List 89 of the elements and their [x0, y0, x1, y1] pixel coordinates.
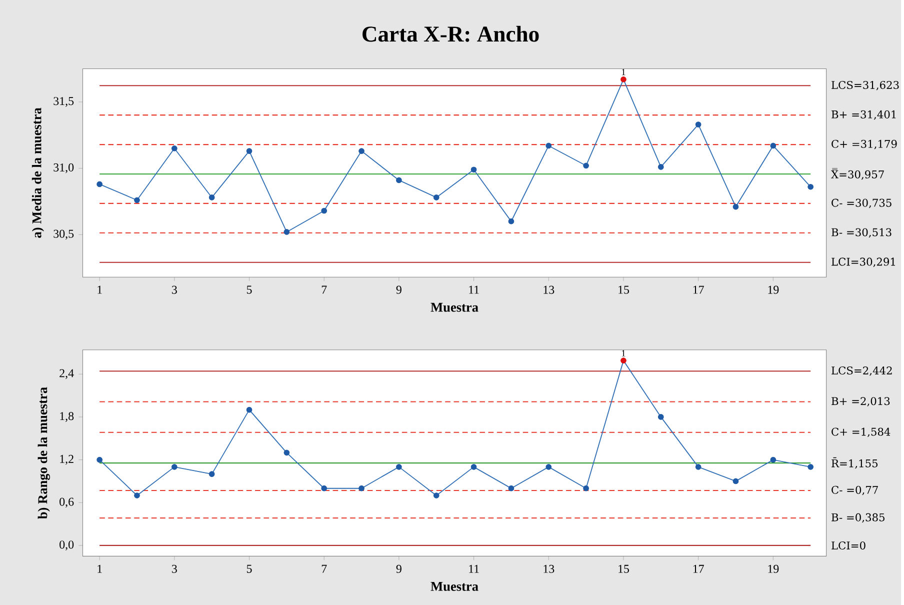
point — [433, 492, 440, 498]
x-tick-label: 3 — [172, 564, 177, 573]
point — [770, 456, 776, 463]
point — [658, 164, 664, 170]
point — [284, 229, 290, 235]
x-tick-label: 1 — [98, 286, 102, 294]
ref-line-label: LCI=30,291 — [832, 258, 895, 268]
point — [134, 492, 140, 498]
ref-line-label: B- =0,385 — [832, 513, 884, 523]
x-tick-label: 17 — [693, 286, 704, 294]
point — [96, 456, 102, 463]
x-tick-label: 3 — [172, 286, 177, 294]
point — [546, 464, 552, 470]
ref-line-label: C+ =31,179 — [832, 140, 897, 150]
point — [732, 204, 739, 210]
y-tick-label: 1,8 — [60, 412, 74, 422]
point — [171, 145, 178, 152]
ref-line-label: R̄=1,155 — [832, 457, 878, 469]
point — [508, 485, 514, 492]
point — [658, 414, 664, 420]
y-tick-label: 0,6 — [60, 498, 74, 508]
point — [171, 464, 178, 470]
ref-line-label: B+ =31,401 — [832, 110, 896, 120]
x-tick-label: 17 — [693, 564, 704, 573]
point — [583, 485, 589, 492]
chart-title: Carta X-R: Ancho — [362, 26, 539, 42]
x-tick-label: 1 — [98, 564, 102, 573]
y-axis-title: b) Rango de la muestra — [38, 387, 50, 519]
x-tick-label: 13 — [544, 564, 554, 573]
point — [396, 464, 402, 470]
y-tick-label: 2,4 — [60, 369, 74, 379]
ref-line-label: X̿=30,957 — [831, 168, 884, 180]
point — [583, 162, 589, 169]
point — [321, 208, 328, 214]
ref-line-label: C- =30,735 — [832, 198, 892, 208]
point — [732, 478, 739, 484]
x-tick-label: 9 — [396, 564, 402, 573]
ref-line-label: B- =30,513 — [832, 228, 892, 238]
y-axis-title: a) Media de la muestra — [32, 108, 44, 238]
point — [358, 148, 364, 154]
point — [470, 464, 477, 470]
y-tick-label: 31,5 — [54, 97, 74, 107]
x-tick-label: 15 — [618, 286, 629, 294]
x-tick-label: 15 — [618, 564, 629, 573]
ref-line-label: LCS=31,623 — [832, 80, 899, 90]
point — [396, 177, 402, 184]
x-tick-label: 19 — [768, 564, 779, 573]
x-tick-label: 11 — [469, 286, 479, 294]
annotation: 1 — [622, 350, 626, 356]
point — [508, 218, 514, 224]
point — [96, 181, 102, 188]
x-tick-label: 5 — [246, 564, 252, 573]
ref-line-label: B+ =2,013 — [832, 397, 890, 406]
point — [470, 166, 477, 173]
point — [620, 76, 626, 82]
point — [321, 485, 328, 492]
point — [433, 194, 440, 200]
ref-line-label: C+ =1,584 — [832, 428, 890, 438]
y-tick-label: 0,0 — [60, 540, 74, 550]
point — [134, 197, 140, 204]
point — [246, 148, 252, 154]
point — [695, 464, 702, 470]
x-axis-title: Muestra — [430, 302, 478, 312]
x-tick-label: 5 — [246, 286, 252, 294]
x-tick-label: 13 — [544, 286, 554, 294]
point — [208, 471, 215, 477]
point — [808, 184, 814, 190]
annotation: 1 — [622, 69, 626, 76]
point — [546, 142, 552, 149]
ref-line-label: LCI=0 — [832, 541, 866, 550]
y-tick-label: 30,5 — [54, 230, 74, 240]
x-tick-label: 19 — [768, 286, 779, 294]
x-tick-label: 11 — [469, 564, 479, 573]
y-tick-label: 31,0 — [54, 163, 74, 174]
point — [770, 142, 776, 149]
x-tick-label: 7 — [322, 564, 327, 573]
point — [808, 464, 814, 470]
point — [246, 406, 252, 413]
x-tick-label: 7 — [322, 286, 327, 294]
ref-line-label: LCS=2,442 — [832, 366, 892, 376]
x-tick-label: 9 — [396, 286, 402, 294]
x-axis-title: Muestra — [430, 582, 478, 591]
y-tick-label: 1,2 — [60, 454, 74, 465]
point — [284, 450, 290, 456]
point — [358, 485, 364, 492]
ref-line-label: C- =0,77 — [832, 486, 878, 496]
point — [620, 358, 626, 364]
point — [208, 194, 215, 200]
point — [695, 122, 702, 128]
